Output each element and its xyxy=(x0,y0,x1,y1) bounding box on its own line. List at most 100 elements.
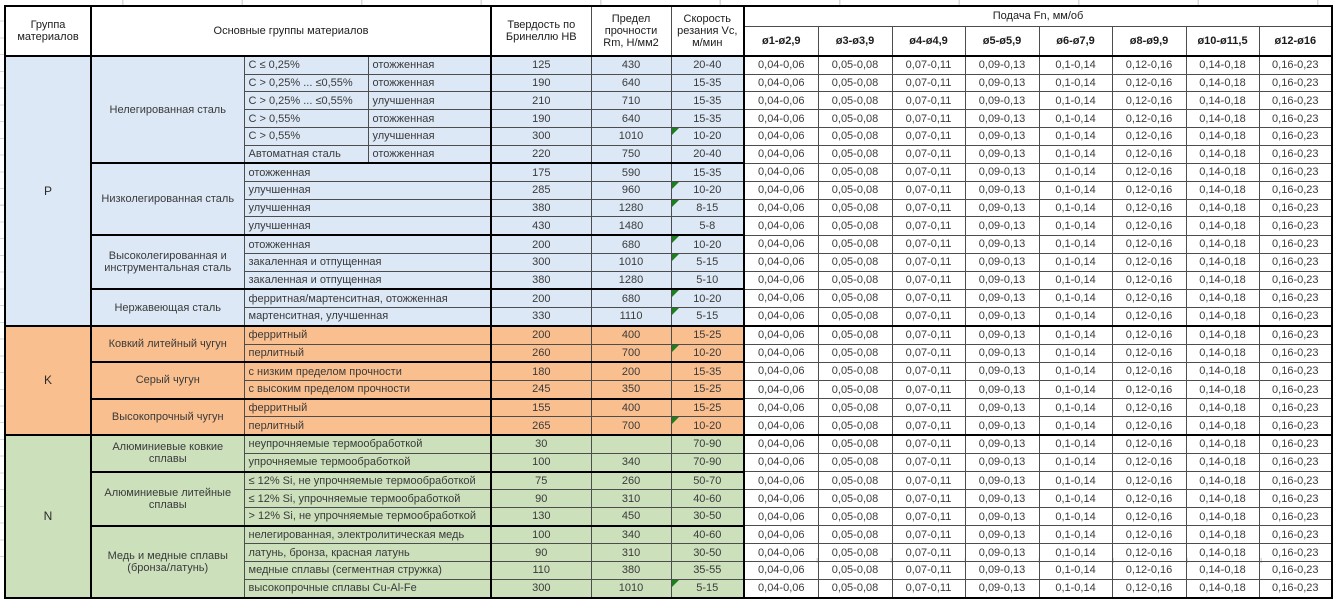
feed-value-cell: 0,09-0,13 xyxy=(964,126,1040,146)
hardness-cell: 110 xyxy=(490,561,592,580)
feed-value-cell: 0,07-0,11 xyxy=(891,379,966,400)
feed-value-cell: 0,14-0,18 xyxy=(1185,73,1260,93)
material-desc-cell: медные сплавы (сегментная стружка) xyxy=(243,561,492,580)
material-desc-cell: закаленная и отпущенная xyxy=(243,252,492,272)
header-feed-d6: ø8-ø9,9 xyxy=(1111,25,1187,57)
strength-cell: 700 xyxy=(590,343,672,363)
hardness-cell: 300 xyxy=(490,578,592,599)
subgroup-name-cell: Высокопрочный чугун xyxy=(90,397,245,436)
feed-value-cell: 0,05-0,08 xyxy=(817,379,893,400)
subgroup-name-cell: Низколегированная сталь xyxy=(90,162,245,236)
feed-value-cell: 0,14-0,18 xyxy=(1185,343,1260,363)
comment-indicator-icon xyxy=(672,254,679,261)
feed-value-cell: 0,14-0,18 xyxy=(1185,288,1260,309)
strength-cell: 340 xyxy=(590,524,672,545)
feed-value-cell: 0,14-0,18 xyxy=(1185,398,1260,418)
cutting-speed-cell: 10-20 xyxy=(670,181,745,200)
subgroup-name-cell: Алюминиевые ковкие сплавы xyxy=(90,434,245,473)
feed-value-cell: 0,12-0,16 xyxy=(1111,416,1187,436)
feed-value-cell: 0,05-0,08 xyxy=(817,73,893,93)
feed-value-cell: 0,04-0,06 xyxy=(743,324,819,345)
feed-value-cell: 0,14-0,18 xyxy=(1185,543,1260,563)
feed-value-cell: 0,05-0,08 xyxy=(817,54,893,75)
feed-value-cell: 0,04-0,06 xyxy=(743,343,819,363)
feed-value-cell: 0,1-0,14 xyxy=(1038,216,1113,236)
feed-value-cell: 0,14-0,18 xyxy=(1185,54,1260,75)
material-condition-cell: Автоматная сталь xyxy=(243,144,369,164)
feed-value-cell: 0,05-0,08 xyxy=(817,91,893,111)
feed-value-cell: 0,04-0,06 xyxy=(743,489,819,508)
hardness-cell: 430 xyxy=(490,216,592,236)
feed-value-cell: 0,16-0,23 xyxy=(1258,324,1333,345)
cutting-speed-cell: 15-25 xyxy=(670,379,745,400)
feed-value-cell: 0,09-0,13 xyxy=(964,379,1040,400)
strength-cell: 1480 xyxy=(590,216,672,236)
hardness-cell: 300 xyxy=(490,126,592,146)
feed-value-cell: 0,07-0,11 xyxy=(891,270,966,290)
feed-value-cell: 0,16-0,23 xyxy=(1258,416,1333,436)
feed-value-cell: 0,07-0,11 xyxy=(891,471,966,491)
feed-value-cell: 0,09-0,13 xyxy=(964,73,1040,93)
feed-value-cell: 0,12-0,16 xyxy=(1111,73,1187,93)
strength-cell: 700 xyxy=(590,416,672,436)
strength-cell xyxy=(590,434,672,454)
material-state-cell: отожженная xyxy=(367,144,492,164)
feed-value-cell: 0,12-0,16 xyxy=(1111,543,1187,563)
feed-value-cell: 0,04-0,06 xyxy=(743,398,819,418)
feed-value-cell: 0,05-0,08 xyxy=(817,506,893,527)
feed-value-cell: 0,16-0,23 xyxy=(1258,398,1333,418)
feed-value-cell: 0,09-0,13 xyxy=(964,361,1040,381)
comment-indicator-icon xyxy=(672,308,679,316)
feed-value-cell: 0,16-0,23 xyxy=(1258,361,1333,381)
feed-value-cell: 0,04-0,06 xyxy=(743,288,819,309)
hardness-cell: 90 xyxy=(490,489,592,508)
feed-value-cell: 0,12-0,16 xyxy=(1111,434,1187,454)
feed-value-cell: 0,07-0,11 xyxy=(891,234,966,254)
feed-value-cell: 0,12-0,16 xyxy=(1111,379,1187,400)
header-feed-d2: ø3-ø3,9 xyxy=(817,25,893,57)
feed-value-cell: 0,14-0,18 xyxy=(1185,181,1260,200)
feed-value-cell: 0,16-0,23 xyxy=(1258,126,1333,146)
strength-cell: 260 xyxy=(590,470,672,491)
feed-value-cell: 0,14-0,18 xyxy=(1185,525,1260,545)
feed-value-cell: 0,14-0,18 xyxy=(1185,109,1260,128)
feed-value-cell: 0,09-0,13 xyxy=(964,471,1040,491)
hardness-cell: 190 xyxy=(490,73,592,93)
feed-value-cell: 0,09-0,13 xyxy=(964,452,1040,473)
feed-value-cell: 0,12-0,16 xyxy=(1111,144,1187,164)
feed-value-cell: 0,14-0,18 xyxy=(1185,324,1260,345)
feed-value-cell: 0,14-0,18 xyxy=(1185,144,1260,164)
feed-value-cell: 0,1-0,14 xyxy=(1038,525,1113,545)
header-feed-d3: ø4-ø4,9 xyxy=(891,25,966,57)
cutting-speed-cell: 15-25 xyxy=(670,397,745,418)
subgroup-name-cell: Ковкий литейный чугун xyxy=(90,324,245,363)
feed-value-cell: 0,04-0,06 xyxy=(743,578,819,599)
feed-value-cell: 0,12-0,16 xyxy=(1111,525,1187,545)
feed-value-cell: 0,07-0,11 xyxy=(891,216,966,236)
feed-value-cell: 0,14-0,18 xyxy=(1185,489,1260,508)
feed-value-cell: 0,1-0,14 xyxy=(1038,288,1113,309)
strength-cell: 1280 xyxy=(590,270,672,290)
strength-cell: 1110 xyxy=(590,307,672,327)
feed-value-cell: 0,14-0,18 xyxy=(1185,91,1260,111)
material-condition-cell: C > 0,25% ... ≤0,55% xyxy=(243,73,369,93)
feed-value-cell: 0,05-0,08 xyxy=(817,216,893,236)
hardness-cell: 130 xyxy=(490,506,592,527)
material-desc-cell: мартенситная, улучшенная xyxy=(243,307,492,327)
feed-value-cell: 0,09-0,13 xyxy=(964,307,1040,327)
feed-value-cell: 0,07-0,11 xyxy=(891,288,966,309)
feed-value-cell: 0,12-0,16 xyxy=(1111,471,1187,491)
feed-value-cell: 0,05-0,08 xyxy=(817,270,893,290)
feed-value-cell: 0,1-0,14 xyxy=(1038,109,1113,128)
feed-value-cell: 0,12-0,16 xyxy=(1111,109,1187,128)
feed-value-cell: 0,09-0,13 xyxy=(964,234,1040,254)
feed-value-cell: 0,1-0,14 xyxy=(1038,324,1113,345)
feed-value-cell: 0,05-0,08 xyxy=(817,525,893,545)
material-desc-cell: с высоким пределом прочности xyxy=(243,379,492,400)
feed-value-cell: 0,12-0,16 xyxy=(1111,234,1187,254)
strength-cell: 400 xyxy=(590,324,672,345)
feed-value-cell: 0,14-0,18 xyxy=(1185,216,1260,236)
feed-value-cell: 0,09-0,13 xyxy=(964,578,1040,599)
comment-indicator-icon xyxy=(672,182,679,190)
cutting-speed-cell: 15-35 xyxy=(670,109,745,128)
